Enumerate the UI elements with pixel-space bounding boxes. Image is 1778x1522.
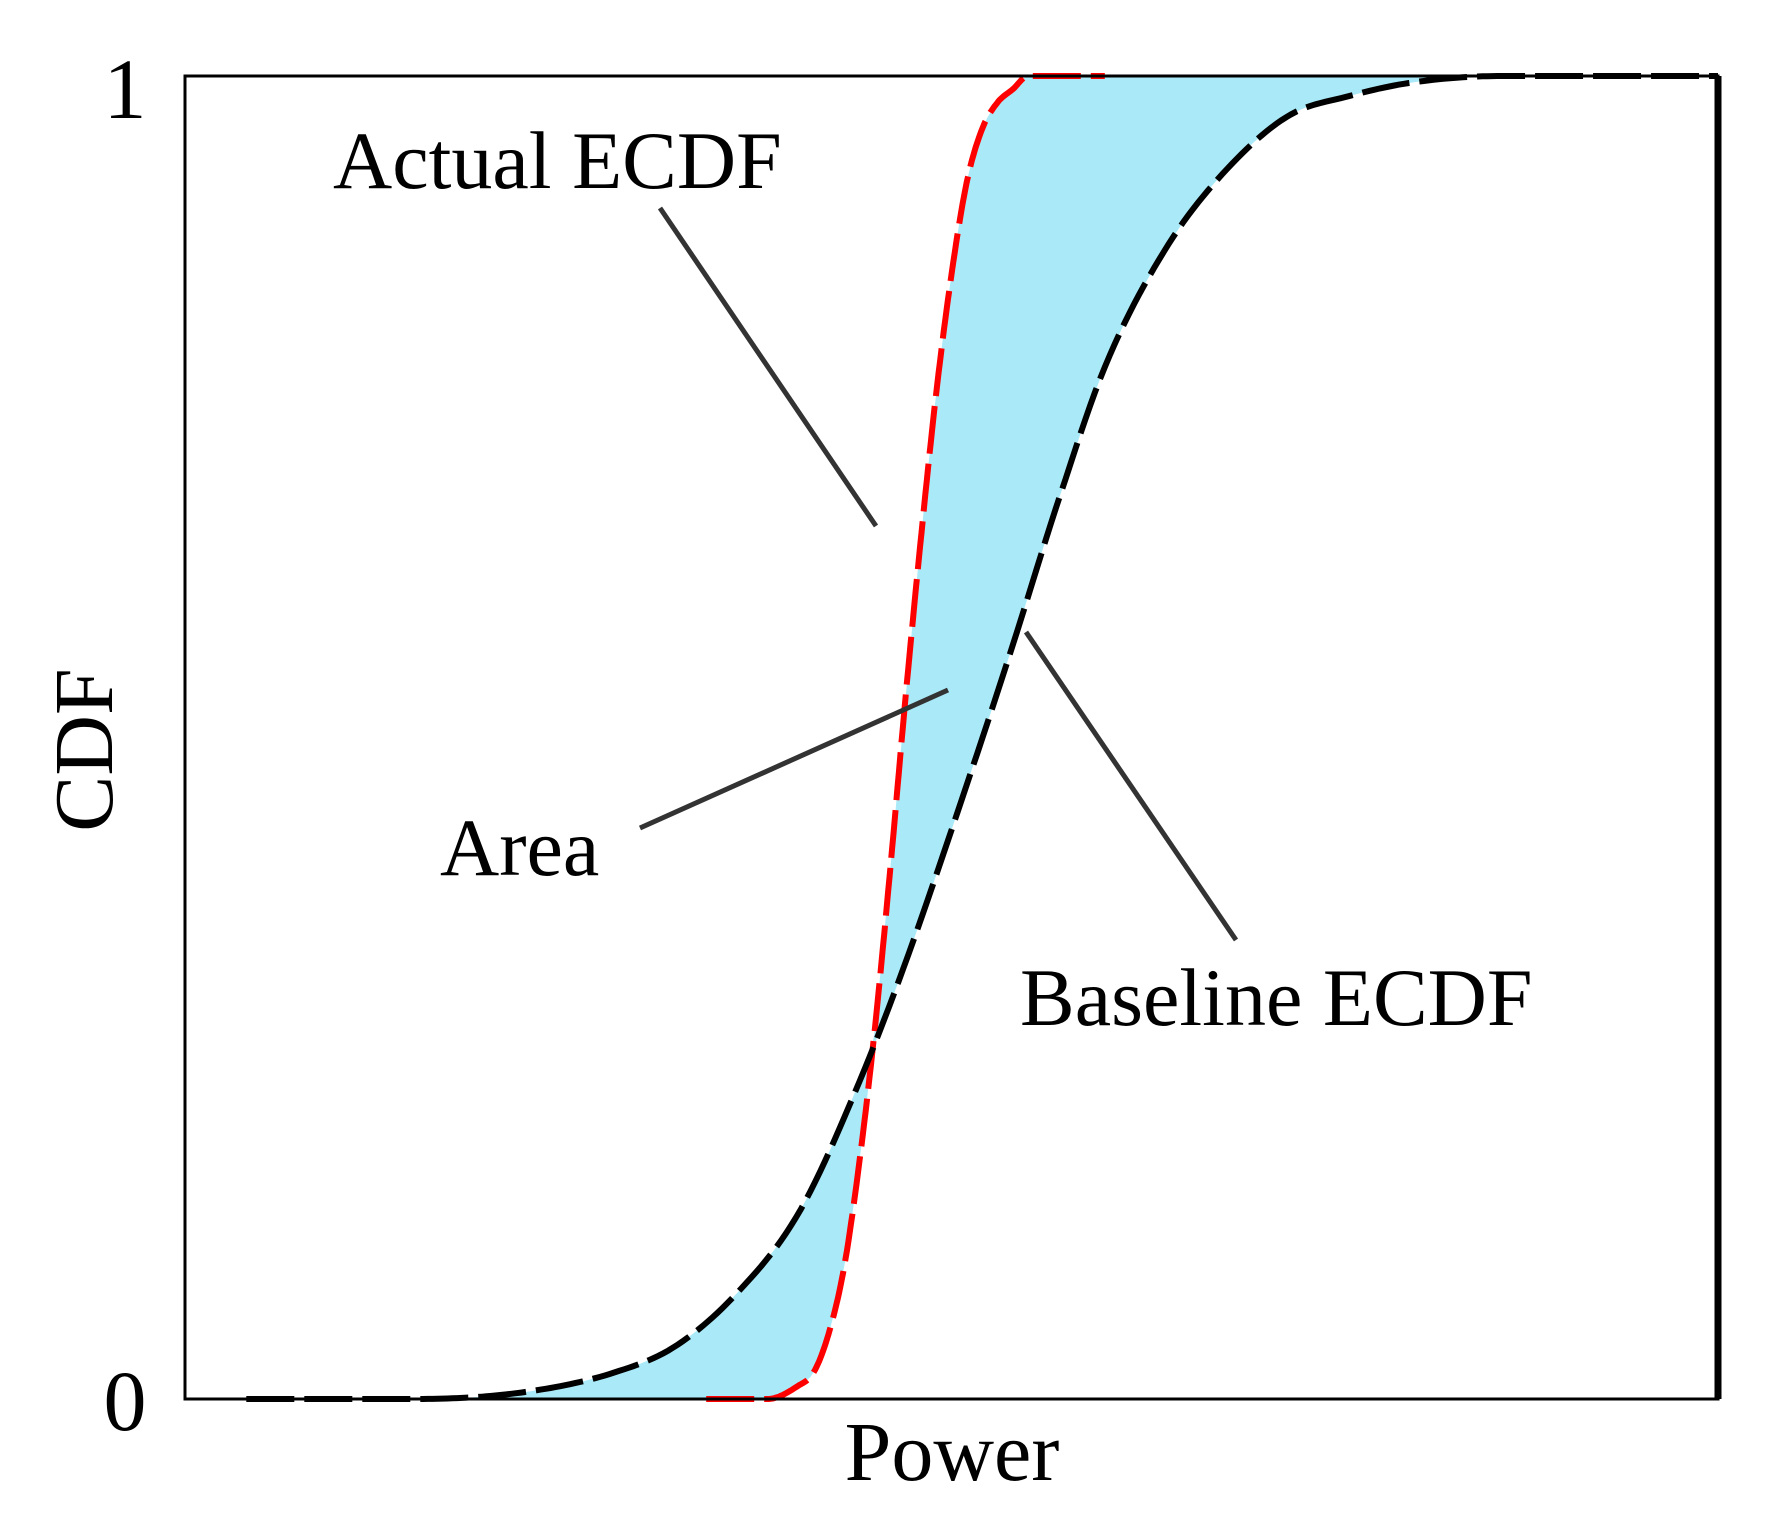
- y-axis-label: CDF: [38, 668, 131, 831]
- actual-ecdf-label: Actual ECDF: [333, 115, 782, 206]
- area-leader-line: [638, 687, 950, 831]
- baseline-ecdf-label: Baseline ECDF: [1020, 952, 1532, 1043]
- y-tick-label-bottom: 0: [104, 1353, 147, 1449]
- baseline-ecdf-curve: [246, 73, 1718, 1402]
- y-tick-label-top: 1: [104, 41, 147, 137]
- area-label: Area: [440, 802, 599, 893]
- plot-area: [246, 73, 1718, 1402]
- baseline-ecdf-leader-line: [1023, 630, 1239, 942]
- x-axis-label: Power: [845, 1406, 1060, 1499]
- actual-ecdf-leader-line: [657, 206, 879, 528]
